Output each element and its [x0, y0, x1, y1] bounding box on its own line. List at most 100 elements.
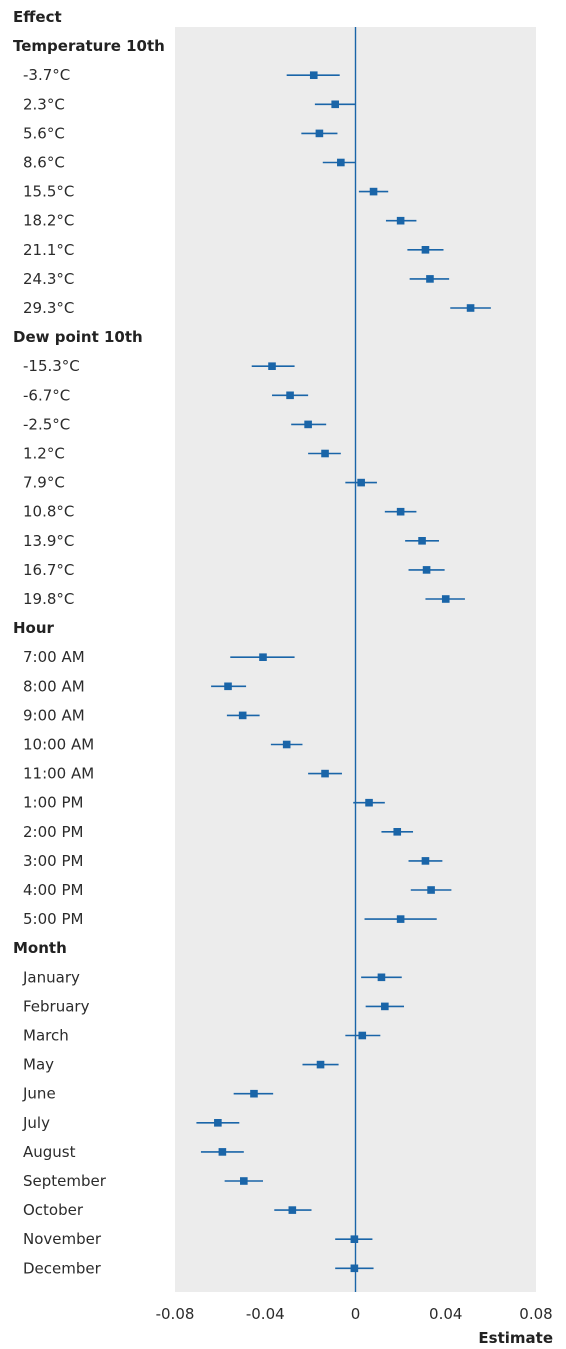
forest-row: October — [23, 1201, 312, 1219]
rows-layer: Temperature 10th -3.7°C 2.3°C 5.6°C 8.6°C 15.… — [13, 37, 491, 1277]
point-estimate-marker — [315, 129, 324, 138]
x-tick-label: -0.08 — [156, 1305, 195, 1323]
row-label: October — [23, 1201, 84, 1219]
point-estimate-marker — [396, 507, 405, 516]
point-estimate-marker — [316, 1060, 325, 1069]
forest-row: 11:00 AM — [23, 765, 342, 783]
row-label: September — [23, 1172, 107, 1190]
row-label: November — [23, 1230, 102, 1248]
row-label: 8.6°C — [23, 154, 65, 172]
row-label: 5:00 PM — [23, 910, 83, 928]
forest-row: January — [22, 968, 402, 986]
forest-row: 21.1°C — [23, 241, 444, 259]
row-label: 13.9°C — [23, 532, 74, 550]
point-estimate-marker — [426, 275, 434, 283]
point-estimate-marker — [288, 1206, 297, 1214]
forest-row: 1:00 PM — [23, 794, 385, 812]
row-label: 2.3°C — [23, 95, 65, 113]
point-estimate-marker — [422, 566, 431, 574]
row-label: 19.8°C — [23, 590, 74, 608]
row-label: 24.3°C — [23, 270, 74, 288]
row-label: August — [23, 1143, 76, 1161]
forest-row: 10.8°C — [23, 503, 417, 521]
row-label: May — [23, 1056, 54, 1074]
point-estimate-marker — [304, 420, 312, 429]
group-header: Month — [13, 939, 67, 957]
point-estimate-marker — [393, 828, 402, 836]
row-label: 5.6°C — [23, 124, 65, 142]
point-estimate-marker — [377, 973, 386, 982]
row-label: 15.5°C — [23, 183, 74, 201]
point-estimate-marker — [238, 711, 247, 720]
row-label: 10:00 AM — [23, 736, 94, 754]
forest-row: June — [22, 1085, 274, 1103]
row-label: 16.7°C — [23, 561, 74, 579]
row-label: 1:00 PM — [23, 794, 83, 812]
row-label: 10.8°C — [23, 503, 74, 521]
point-estimate-marker — [214, 1119, 222, 1127]
row-label: 1.2°C — [23, 445, 65, 463]
row-label: 11:00 AM — [23, 765, 94, 783]
forest-row: 19.8°C — [23, 590, 465, 608]
row-label: 29.3°C — [23, 299, 74, 317]
point-estimate-marker — [331, 100, 339, 109]
row-label: 18.2°C — [23, 212, 74, 230]
row-label: 4:00 PM — [23, 881, 83, 899]
row-label: -2.5°C — [23, 415, 70, 433]
forest-row: 4:00 PM — [23, 881, 452, 899]
point-estimate-marker — [381, 1002, 389, 1011]
x-tick-label: 0 — [351, 1305, 361, 1323]
point-estimate-marker — [268, 362, 276, 370]
forest-row: May — [23, 1056, 339, 1074]
point-estimate-marker — [396, 915, 405, 923]
forest-row: November — [23, 1230, 373, 1248]
group-header: Hour — [13, 619, 55, 637]
forest-row: 5:00 PM — [23, 910, 437, 928]
group-header: Temperature 10th — [13, 37, 165, 55]
forest-row: 13.9°C — [23, 532, 439, 550]
column-header: Effect — [13, 8, 62, 26]
forest-row: March — [23, 1027, 381, 1045]
point-estimate-marker — [224, 682, 232, 691]
forest-row: 8.6°C — [23, 154, 356, 172]
x-tick-label: 0.08 — [519, 1305, 552, 1323]
forest-row: -6.7°C — [23, 386, 309, 404]
point-estimate-marker — [321, 769, 329, 778]
forest-row: 7:00 AM — [23, 648, 295, 666]
row-label: -3.7°C — [23, 66, 70, 84]
row-label: 3:00 PM — [23, 852, 83, 870]
row-label: 9:00 AM — [23, 706, 85, 724]
forest-row: 7.9°C — [23, 474, 377, 492]
row-label: July — [22, 1114, 50, 1132]
row-label: 7:00 AM — [23, 648, 85, 666]
forest-row: 9:00 AM — [23, 706, 260, 724]
forest-row: 10:00 AM — [23, 736, 303, 754]
forest-row: 8:00 AM — [23, 677, 247, 695]
forest-row: 18.2°C — [23, 212, 417, 230]
forest-row: -15.3°C — [23, 357, 295, 375]
forest-row: 24.3°C — [23, 270, 450, 288]
point-estimate-marker — [396, 216, 405, 225]
point-estimate-marker — [309, 71, 318, 79]
row-label: 8:00 AM — [23, 677, 85, 695]
point-estimate-marker — [365, 798, 373, 807]
x-axis-title: Estimate — [478, 1329, 553, 1347]
forest-row: 16.7°C — [23, 561, 445, 579]
point-estimate-marker — [240, 1177, 248, 1185]
forest-row: September — [23, 1172, 263, 1190]
point-estimate-marker — [357, 478, 365, 487]
forest-row: July — [22, 1114, 240, 1132]
point-estimate-marker — [441, 595, 450, 603]
point-estimate-marker — [286, 391, 294, 400]
x-tick-label: 0.04 — [429, 1305, 462, 1323]
point-estimate-marker — [421, 246, 430, 254]
row-label: March — [23, 1027, 69, 1045]
row-label: February — [23, 997, 90, 1015]
row-label: 21.1°C — [23, 241, 74, 259]
row-label: January — [22, 968, 80, 986]
x-tick-label: -0.04 — [246, 1305, 285, 1323]
forest-row: 5.6°C — [23, 124, 338, 142]
group-header: Dew point 10th — [13, 328, 143, 346]
forest-row: February — [23, 997, 405, 1015]
